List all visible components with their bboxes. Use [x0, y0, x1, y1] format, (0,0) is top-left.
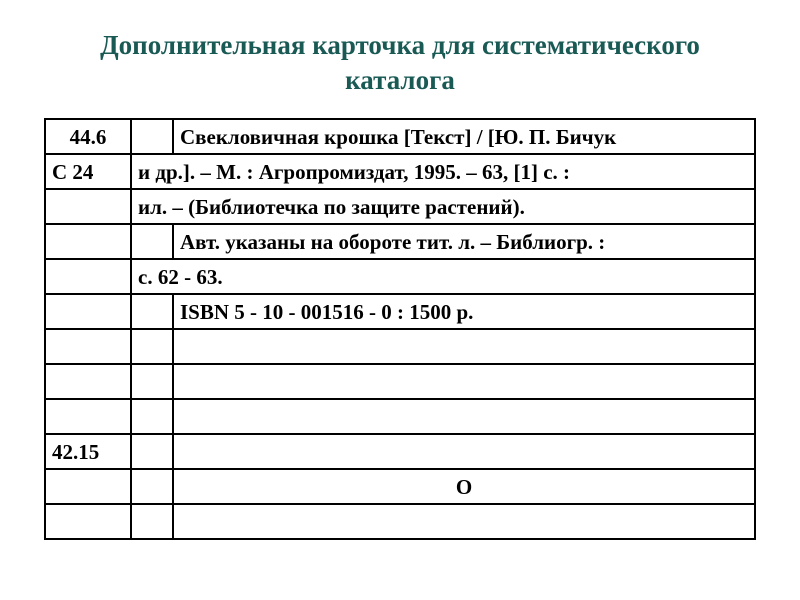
slide-title: Дополнительная карточка для систематичес…	[44, 28, 756, 98]
table-row: О	[45, 469, 755, 504]
cell-empty	[173, 364, 755, 399]
cell-description: ил. – (Библиотечка по защите растений).	[131, 189, 755, 224]
cell-secondary-classification: 42.15	[45, 434, 131, 469]
table-row: 42.15	[45, 434, 755, 469]
cell-description: Свекловичная крошка [Текст] / [Ю. П. Бич…	[173, 119, 755, 154]
cell-classification: 44.6	[45, 119, 131, 154]
cell-empty	[131, 224, 173, 259]
table-row: Авт. указаны на обороте тит. л. – Библио…	[45, 224, 755, 259]
cell-empty	[45, 399, 131, 434]
cell-empty	[131, 329, 173, 364]
cell-empty	[45, 364, 131, 399]
cell-author-mark: С 24	[45, 154, 131, 189]
table-row: С 24 и др.]. – М. : Агропромиздат, 1995.…	[45, 154, 755, 189]
cell-empty	[173, 399, 755, 434]
title-line-1: Дополнительная карточка для систематичес…	[100, 30, 700, 60]
cell-empty	[173, 504, 755, 539]
cell-pages: с. 62 - 63.	[131, 259, 755, 294]
cell-description: и др.]. – М. : Агропромиздат, 1995. – 63…	[131, 154, 755, 189]
cell-empty	[131, 434, 173, 469]
table-row: 44.6 Свекловичная крошка [Текст] / [Ю. П…	[45, 119, 755, 154]
cell-empty	[45, 259, 131, 294]
cell-empty	[45, 224, 131, 259]
cell-empty	[173, 434, 755, 469]
table-row	[45, 364, 755, 399]
cell-empty	[45, 294, 131, 329]
table-row: с. 62 - 63.	[45, 259, 755, 294]
cell-empty	[131, 469, 173, 504]
cell-isbn: ISBN 5 - 10 - 001516 - 0 : 1500 р.	[173, 294, 755, 329]
title-line-2: каталога	[345, 65, 455, 95]
cell-empty	[131, 294, 173, 329]
cell-empty	[45, 469, 131, 504]
cell-marker: О	[173, 469, 755, 504]
cell-empty	[45, 189, 131, 224]
cell-empty	[45, 504, 131, 539]
cell-empty	[131, 399, 173, 434]
cell-empty	[173, 329, 755, 364]
cell-note: Авт. указаны на обороте тит. л. – Библио…	[173, 224, 755, 259]
table-row	[45, 504, 755, 539]
catalog-card-table: 44.6 Свекловичная крошка [Текст] / [Ю. П…	[44, 118, 756, 540]
cell-empty	[131, 364, 173, 399]
table-row: ил. – (Библиотечка по защите растений).	[45, 189, 755, 224]
cell-empty	[131, 119, 173, 154]
table-row: ISBN 5 - 10 - 001516 - 0 : 1500 р.	[45, 294, 755, 329]
slide: Дополнительная карточка для систематичес…	[0, 0, 800, 600]
cell-empty	[45, 329, 131, 364]
cell-empty	[131, 504, 173, 539]
table-row	[45, 329, 755, 364]
table-row	[45, 399, 755, 434]
